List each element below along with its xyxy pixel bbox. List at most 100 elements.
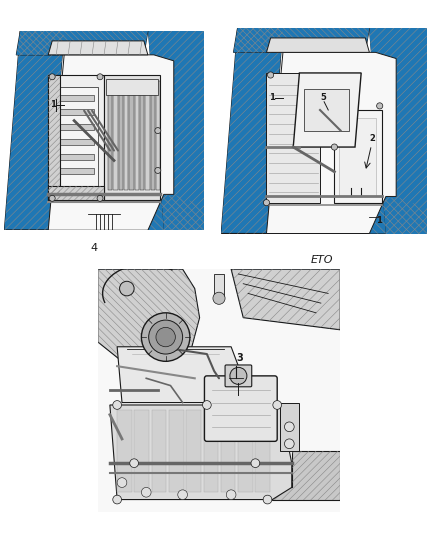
Bar (152, 410, 166, 492)
Circle shape (284, 439, 294, 449)
Circle shape (268, 72, 274, 78)
Circle shape (97, 74, 103, 80)
Bar (134, 81, 139, 190)
Polygon shape (148, 31, 204, 230)
Bar (58, 139, 94, 145)
Circle shape (377, 103, 383, 109)
Bar (106, 79, 158, 95)
Polygon shape (231, 269, 340, 330)
Polygon shape (266, 52, 396, 233)
FancyBboxPatch shape (225, 365, 252, 387)
Bar (304, 90, 349, 131)
Polygon shape (48, 187, 104, 200)
Polygon shape (104, 75, 160, 200)
Polygon shape (4, 195, 204, 230)
Circle shape (130, 459, 138, 467)
Circle shape (113, 495, 121, 504)
Bar (255, 410, 270, 492)
Polygon shape (98, 269, 200, 361)
Polygon shape (233, 28, 369, 52)
Polygon shape (48, 55, 174, 230)
Bar (134, 410, 149, 492)
Bar (129, 81, 134, 190)
Circle shape (251, 459, 260, 467)
Circle shape (331, 144, 338, 150)
Polygon shape (221, 28, 283, 233)
Circle shape (97, 196, 103, 201)
Polygon shape (16, 31, 148, 55)
Polygon shape (48, 187, 104, 200)
Bar (58, 168, 94, 174)
Polygon shape (369, 28, 427, 233)
Circle shape (178, 490, 187, 499)
Bar (54, 87, 98, 190)
Bar (117, 410, 132, 492)
Bar (204, 410, 218, 492)
Polygon shape (4, 31, 64, 230)
Bar (339, 118, 376, 197)
Text: ETO: ETO (311, 255, 333, 265)
Polygon shape (293, 73, 361, 147)
Circle shape (49, 196, 55, 201)
Circle shape (202, 401, 211, 409)
Circle shape (155, 167, 161, 173)
Polygon shape (4, 31, 64, 230)
Circle shape (263, 199, 269, 206)
Bar (238, 410, 253, 492)
Bar (108, 81, 113, 190)
Bar (279, 402, 299, 451)
Text: 5: 5 (320, 93, 326, 102)
Circle shape (226, 490, 236, 499)
Polygon shape (272, 451, 340, 499)
Text: 2: 2 (369, 134, 375, 143)
Bar (124, 81, 128, 190)
Bar (186, 410, 201, 492)
Circle shape (120, 281, 134, 296)
Text: 4: 4 (91, 243, 98, 253)
Polygon shape (335, 110, 382, 203)
FancyBboxPatch shape (205, 376, 277, 441)
Bar (58, 109, 94, 116)
Polygon shape (369, 28, 427, 233)
Bar (221, 410, 235, 492)
Bar (58, 95, 94, 101)
Circle shape (49, 74, 55, 80)
Polygon shape (266, 38, 369, 52)
Polygon shape (48, 75, 104, 200)
Bar (151, 81, 155, 190)
Bar (58, 124, 94, 130)
Circle shape (117, 478, 127, 487)
Bar (156, 81, 160, 190)
Circle shape (230, 367, 247, 384)
Polygon shape (221, 28, 283, 233)
Bar (140, 81, 144, 190)
Circle shape (263, 495, 272, 504)
Text: 1: 1 (268, 93, 275, 102)
Polygon shape (221, 197, 427, 233)
Circle shape (155, 127, 161, 134)
Bar (113, 81, 118, 190)
Bar (145, 81, 150, 190)
Circle shape (113, 401, 121, 409)
Polygon shape (233, 28, 369, 52)
Circle shape (141, 313, 190, 361)
Polygon shape (16, 31, 148, 55)
Polygon shape (231, 269, 340, 330)
Polygon shape (48, 75, 60, 200)
Polygon shape (117, 347, 243, 402)
Bar (169, 410, 184, 492)
Polygon shape (4, 195, 204, 230)
Polygon shape (98, 269, 200, 361)
Polygon shape (48, 75, 60, 200)
Polygon shape (266, 73, 320, 203)
Circle shape (148, 320, 183, 354)
Polygon shape (148, 31, 204, 230)
Polygon shape (221, 197, 427, 233)
Circle shape (156, 327, 175, 347)
Bar (214, 274, 224, 298)
Circle shape (141, 487, 151, 497)
Circle shape (213, 292, 225, 304)
Text: 1: 1 (50, 100, 56, 109)
Bar (58, 154, 94, 160)
Text: 3: 3 (236, 353, 243, 364)
